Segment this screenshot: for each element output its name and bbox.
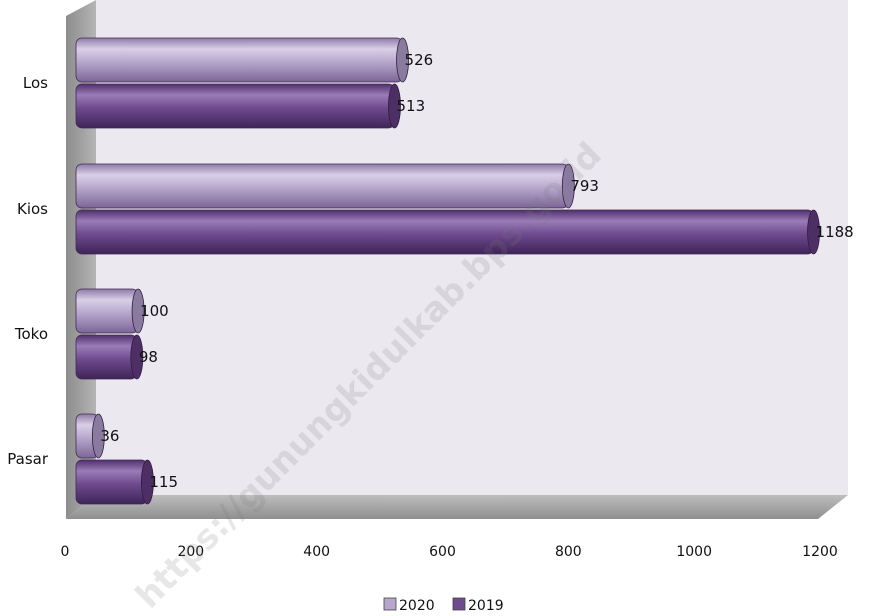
bar-cap-pasar-2020 bbox=[91, 413, 105, 459]
legend-label-2019: 2019 bbox=[468, 598, 504, 614]
bar-cap-toko-2019 bbox=[130, 334, 144, 380]
legend-swatch-2019 bbox=[452, 597, 466, 611]
x-tick-400: 400 bbox=[303, 544, 330, 560]
data-label-los-2020: 526 bbox=[405, 51, 434, 69]
x-tick-0: 0 bbox=[61, 544, 70, 560]
data-label-los-2019: 513 bbox=[396, 97, 425, 115]
bar-los-2020 bbox=[75, 37, 403, 83]
x-tick-800: 800 bbox=[555, 544, 582, 560]
bar-cap-toko-2020 bbox=[131, 288, 145, 334]
x-tick-600: 600 bbox=[429, 544, 456, 560]
legend-label-2020: 2020 bbox=[399, 598, 435, 614]
category-label-pasar: Pasar bbox=[7, 450, 49, 468]
bar-los-2019 bbox=[75, 83, 395, 129]
data-label-toko-2020: 100 bbox=[140, 302, 169, 320]
bars-layer bbox=[75, 37, 820, 505]
x-tick-1000: 1000 bbox=[676, 544, 712, 560]
legend-swatch-2020 bbox=[383, 597, 397, 611]
x-tick-1200: 1200 bbox=[802, 544, 838, 560]
category-label-los: Los bbox=[23, 74, 48, 92]
bar-pasar-2019 bbox=[75, 459, 148, 505]
bar-cap-los-2019 bbox=[388, 83, 401, 129]
category-axis: Los Kios Toko Pasar bbox=[7, 74, 49, 468]
category-label-kios: Kios bbox=[17, 200, 48, 218]
bar-kios-2020 bbox=[75, 163, 569, 209]
data-label-kios-2020: 793 bbox=[570, 177, 599, 195]
data-label-toko-2019: 98 bbox=[139, 348, 158, 366]
bar-cap-kios-2020 bbox=[561, 163, 575, 209]
data-labels-layer: 526 513 793 1188 100 98 36 115 bbox=[100, 51, 853, 491]
data-label-kios-2019: 1188 bbox=[816, 223, 854, 241]
bar-cap-pasar-2019 bbox=[140, 459, 154, 505]
bar-cap-kios-2019 bbox=[807, 209, 820, 255]
data-label-pasar-2019: 115 bbox=[149, 473, 178, 491]
plot-floor bbox=[66, 495, 848, 519]
bar-toko-2019 bbox=[75, 334, 138, 380]
category-label-toko: Toko bbox=[14, 325, 48, 343]
plot-side-wall bbox=[66, 0, 96, 519]
value-axis: 0 200 400 600 800 1000 1200 bbox=[61, 544, 838, 560]
bar-cap-los-2020 bbox=[396, 37, 409, 83]
data-label-pasar-2020: 36 bbox=[100, 427, 119, 445]
x-tick-200: 200 bbox=[177, 544, 204, 560]
legend: 2020 2019 bbox=[383, 597, 504, 614]
bar-toko-2020 bbox=[75, 288, 139, 334]
bar-kios-2019 bbox=[75, 209, 814, 255]
